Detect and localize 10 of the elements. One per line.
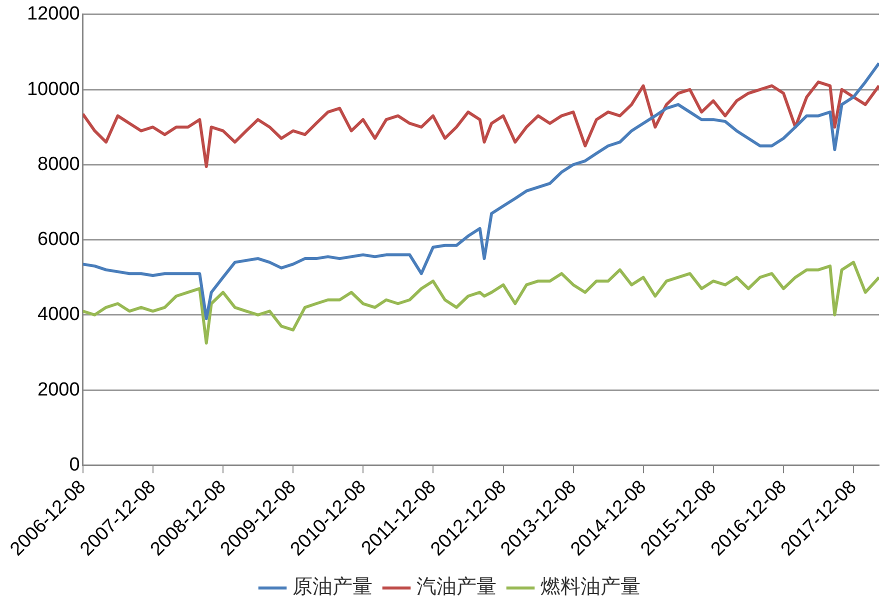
legend-label: 燃料油产量 (540, 574, 640, 598)
legend-label: 汽油产量 (416, 574, 496, 598)
y-tick-label: 8000 (38, 154, 80, 175)
y-tick-label: 0 (69, 454, 80, 476)
y-tick-label: 6000 (38, 229, 80, 250)
legend-label: 原油产量 (292, 574, 372, 598)
y-tick-label: 2000 (38, 379, 80, 400)
y-tick-label: 4000 (38, 304, 80, 326)
y-tick-label: 12000 (26, 4, 80, 25)
y-tick-label: 10000 (26, 78, 80, 100)
